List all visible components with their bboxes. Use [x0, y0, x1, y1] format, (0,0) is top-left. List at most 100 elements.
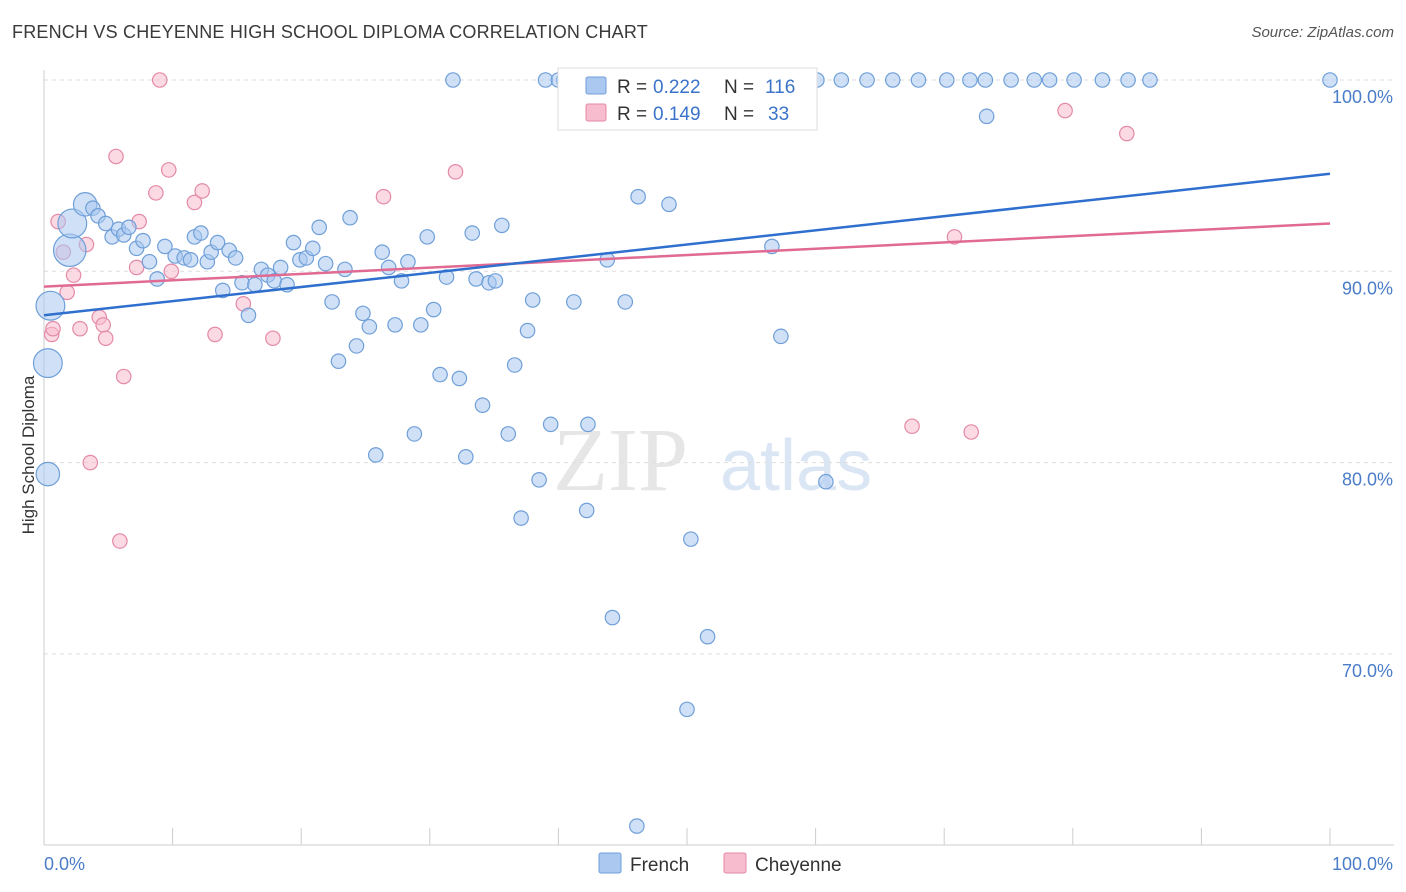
french-point — [445, 72, 461, 88]
y-axis-label: High School Diploma — [19, 375, 38, 534]
french-point — [361, 318, 378, 335]
cheyenne-point — [265, 330, 281, 347]
cheyenne-point — [97, 330, 114, 347]
french-point — [419, 229, 436, 245]
french-point — [938, 72, 955, 88]
french-point — [630, 188, 646, 205]
french-point — [317, 255, 334, 272]
french-point — [1322, 72, 1338, 88]
french-point — [513, 510, 529, 526]
french-point — [474, 397, 491, 414]
y-tick-labels: 100.0% 90.0% 80.0% 70.0% — [1332, 87, 1393, 681]
french-point — [566, 294, 582, 310]
french-point — [524, 292, 541, 308]
cheyenne-series — [43, 72, 1135, 549]
cheyenne-point — [160, 162, 177, 178]
french-point — [32, 348, 63, 379]
french-point — [432, 366, 448, 383]
french-point — [342, 209, 358, 226]
french-point — [387, 317, 403, 333]
french-point — [193, 225, 209, 241]
cheyenne-point — [148, 185, 164, 201]
french-point — [977, 72, 994, 88]
source-label: Source: ZipAtlas.com — [1251, 24, 1394, 41]
french-point — [629, 818, 645, 834]
x-tick-label-min: 0.0% — [44, 854, 85, 874]
french-point — [833, 72, 850, 88]
french-point — [412, 317, 429, 333]
french-point — [1041, 72, 1058, 88]
french-point — [240, 307, 257, 324]
cheyenne-point — [186, 194, 203, 211]
cheyenne-point — [963, 424, 980, 440]
french-point — [506, 357, 523, 373]
x-tick-label-max: 100.0% — [1332, 854, 1393, 874]
french-point — [304, 240, 321, 257]
french-trendline — [43, 172, 1331, 317]
cheyenne-point — [163, 263, 180, 280]
cheyenne-point — [95, 317, 111, 333]
french-point — [500, 426, 517, 442]
chart-title: FRENCH VS CHEYENNE HIGH SCHOOL DIPLOMA C… — [12, 22, 648, 42]
french-point — [380, 259, 397, 276]
cheyenne-point — [207, 326, 223, 343]
cheyenne-r-value: 0.149 — [653, 104, 701, 125]
french-point — [149, 271, 165, 287]
french-point — [182, 252, 199, 268]
cheyenne-legend-swatch — [585, 103, 607, 122]
french-point — [494, 217, 510, 234]
french-point — [531, 472, 547, 488]
french-point — [374, 244, 391, 260]
french-point — [773, 328, 789, 345]
french-point — [400, 253, 416, 270]
cheyenne-point — [82, 454, 99, 471]
cheyenne-point — [375, 188, 392, 205]
stats-legend: R = 0.222 N = 116 R = 0.149 N = 33 — [557, 67, 818, 131]
french-point — [121, 219, 137, 236]
cheyenne-point — [128, 259, 145, 276]
cheyenne-point — [72, 320, 88, 337]
french-point — [1094, 72, 1111, 88]
french-point — [580, 416, 596, 433]
french-point — [1142, 72, 1158, 88]
french-n-label: N = — [724, 77, 754, 98]
watermark: ZIP atlas — [553, 411, 872, 510]
y-tick-label: 90.0% — [1342, 278, 1393, 298]
french-point — [451, 370, 468, 387]
french-point — [406, 426, 423, 442]
french-point — [683, 531, 699, 547]
french-point — [227, 250, 244, 266]
cheyenne-point — [151, 72, 168, 88]
french-point — [578, 502, 595, 519]
french-point — [699, 628, 716, 645]
french-point — [910, 72, 927, 88]
french-point — [425, 301, 442, 318]
french-point — [464, 225, 481, 241]
french-point — [1120, 72, 1136, 88]
french-point — [458, 449, 474, 465]
y-tick-label: 100.0% — [1332, 87, 1393, 107]
cheyenne-point — [45, 320, 61, 337]
cheyenne-point — [65, 267, 82, 283]
french-r-value: 0.222 — [653, 77, 701, 98]
watermark-zip: ZIP — [553, 411, 688, 510]
cheyenne-point — [946, 229, 963, 245]
cheyenne-n-label: N = — [724, 104, 754, 125]
x-ticks — [43, 828, 1331, 845]
french-point — [52, 233, 87, 268]
french-n-value: 116 — [765, 77, 795, 98]
french-point — [337, 261, 353, 278]
french-point — [285, 234, 302, 251]
legend-french-swatch — [598, 852, 622, 874]
french-point — [35, 461, 61, 487]
french-point — [141, 253, 158, 270]
french-point — [209, 234, 226, 251]
y-tick-label: 80.0% — [1342, 470, 1393, 490]
french-point — [157, 238, 173, 255]
gridlines — [44, 79, 1394, 655]
french-point — [679, 701, 695, 718]
french-point — [97, 215, 114, 232]
french-point — [1026, 72, 1043, 88]
french-point — [617, 294, 634, 310]
french-legend-swatch — [585, 76, 607, 95]
